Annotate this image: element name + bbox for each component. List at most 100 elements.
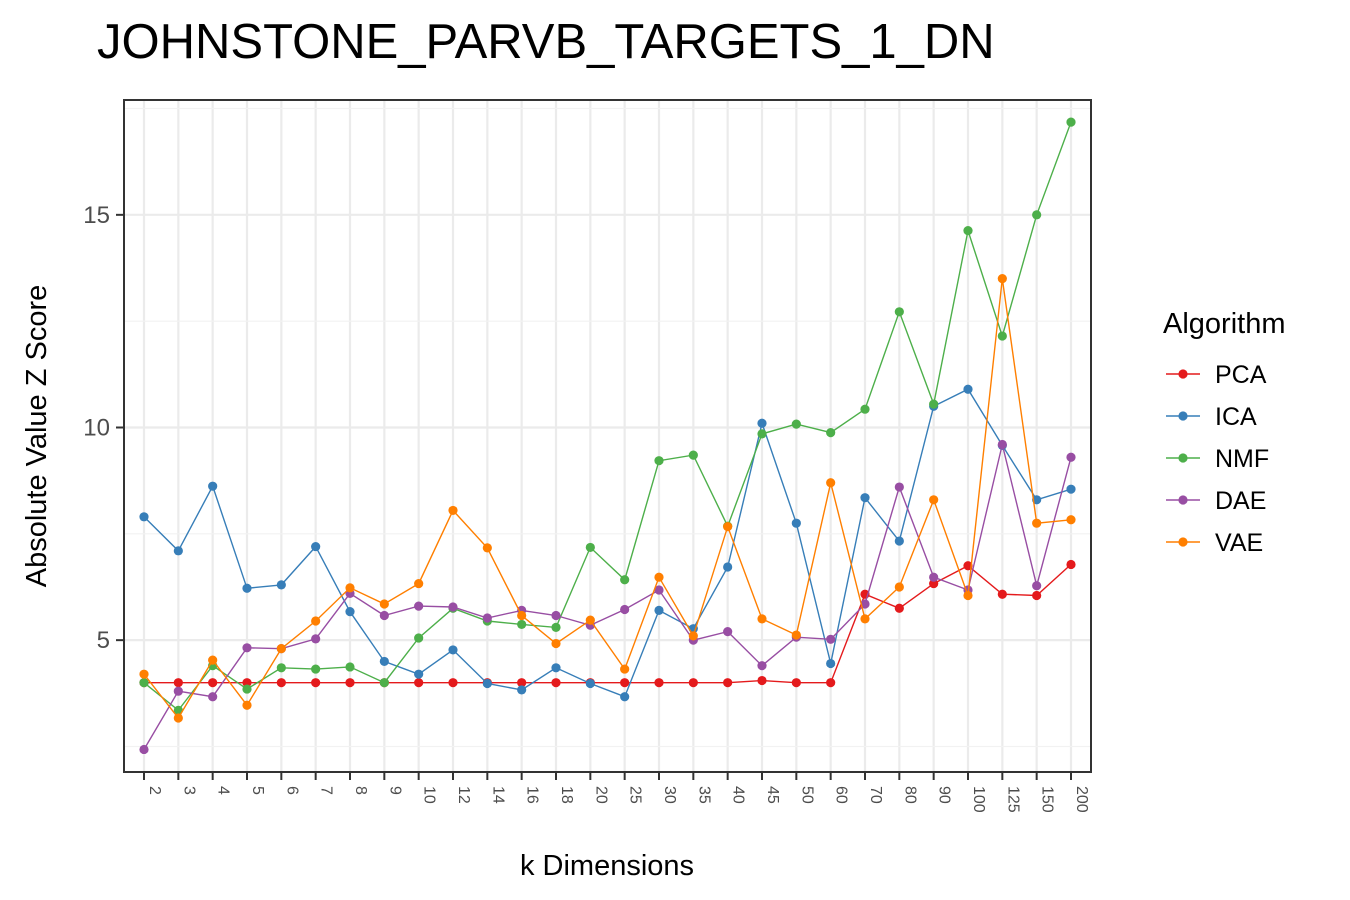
- data-point: [311, 634, 321, 644]
- x-tick-label: 18: [558, 786, 575, 804]
- data-point: [826, 634, 836, 644]
- data-point: [757, 675, 767, 686]
- x-tick-label: 35: [695, 786, 712, 804]
- data-point: [894, 582, 904, 592]
- legend-marker: [1178, 411, 1188, 421]
- x-tick-label: 16: [524, 786, 541, 804]
- data-point: [894, 482, 904, 492]
- data-point: [242, 583, 252, 593]
- data-point: [1032, 590, 1042, 601]
- data-point: [894, 603, 904, 613]
- series-lines: [139, 117, 1076, 755]
- data-point: [414, 678, 424, 688]
- data-point: [929, 399, 939, 409]
- x-tick-label: 14: [489, 786, 506, 804]
- data-point: [173, 705, 183, 715]
- data-point: [1032, 518, 1042, 528]
- series-dae: [139, 439, 1076, 755]
- data-point: [311, 541, 321, 552]
- data-point: [276, 678, 286, 688]
- y-tick-label: 10: [83, 414, 110, 441]
- x-tick-label: 7: [318, 786, 335, 795]
- data-point: [620, 575, 630, 585]
- series-pca: [139, 559, 1076, 688]
- data-point: [1066, 452, 1076, 462]
- data-point: [482, 543, 492, 553]
- x-tick-label: 10: [421, 786, 438, 804]
- legend-item-vae: VAE: [1166, 529, 1263, 557]
- data-point: [860, 493, 870, 503]
- data-point: [860, 404, 870, 414]
- data-point: [620, 604, 630, 615]
- series-vae: [139, 274, 1076, 723]
- data-point: [173, 713, 183, 723]
- series-line: [144, 563, 1072, 684]
- x-tick-label: 50: [798, 786, 815, 804]
- data-point: [585, 615, 595, 625]
- data-point: [414, 669, 424, 679]
- x-tick-label: 2: [146, 786, 163, 795]
- data-point: [963, 384, 973, 394]
- x-tick-label: 5: [249, 786, 266, 795]
- data-point: [963, 225, 973, 236]
- x-tick-label: 8: [352, 786, 369, 795]
- data-point: [173, 686, 183, 696]
- x-tick-label: 45: [764, 786, 781, 804]
- x-tick-label: 3: [180, 786, 197, 795]
- series-ica: [139, 384, 1076, 702]
- data-point: [929, 572, 939, 582]
- legend-label: DAE: [1215, 487, 1266, 515]
- x-tick-label: 90: [936, 786, 953, 804]
- data-point: [517, 610, 527, 621]
- data-point: [345, 678, 355, 688]
- data-point: [139, 678, 149, 688]
- x-tick-label: 40: [730, 786, 747, 804]
- data-point: [688, 678, 698, 688]
- data-point: [757, 614, 767, 624]
- x-tick-label: 4: [215, 786, 232, 795]
- data-point: [345, 662, 355, 672]
- data-point: [620, 678, 630, 688]
- legend-item-ica: ICA: [1166, 403, 1257, 431]
- data-point: [585, 542, 595, 553]
- legend-label: PCA: [1215, 361, 1267, 389]
- series-line: [143, 121, 1072, 712]
- data-point: [414, 633, 424, 643]
- data-point: [757, 661, 767, 671]
- series-nmf: [139, 117, 1076, 715]
- data-point: [311, 664, 321, 674]
- x-tick-label: 150: [1039, 786, 1056, 813]
- legend-label: ICA: [1215, 403, 1257, 431]
- data-point: [620, 664, 630, 674]
- data-point: [242, 700, 252, 710]
- data-point: [448, 505, 458, 516]
- data-point: [894, 307, 904, 317]
- x-tick-label: 70: [867, 786, 884, 804]
- x-tick-label: 9: [386, 786, 403, 795]
- data-point: [723, 627, 733, 637]
- data-point: [860, 599, 870, 609]
- data-point: [1066, 515, 1076, 525]
- x-tick-label: 12: [455, 786, 472, 804]
- data-point: [139, 669, 149, 679]
- data-point: [963, 590, 973, 601]
- data-point: [208, 678, 218, 688]
- data-point: [208, 481, 218, 491]
- data-point: [379, 599, 389, 609]
- data-point: [997, 589, 1007, 599]
- data-point: [242, 678, 252, 688]
- data-point: [997, 274, 1007, 284]
- grid-lines: [124, 100, 1091, 772]
- data-point: [791, 678, 801, 688]
- data-point: [585, 678, 595, 689]
- data-point: [173, 678, 183, 688]
- series-line: [143, 278, 1072, 720]
- data-point: [791, 419, 801, 429]
- data-point: [757, 429, 767, 439]
- data-point: [654, 678, 664, 688]
- x-tick-label: 125: [1004, 786, 1021, 813]
- data-point: [1066, 559, 1076, 570]
- data-point: [414, 601, 424, 611]
- data-point: [276, 663, 286, 673]
- data-point: [688, 631, 698, 641]
